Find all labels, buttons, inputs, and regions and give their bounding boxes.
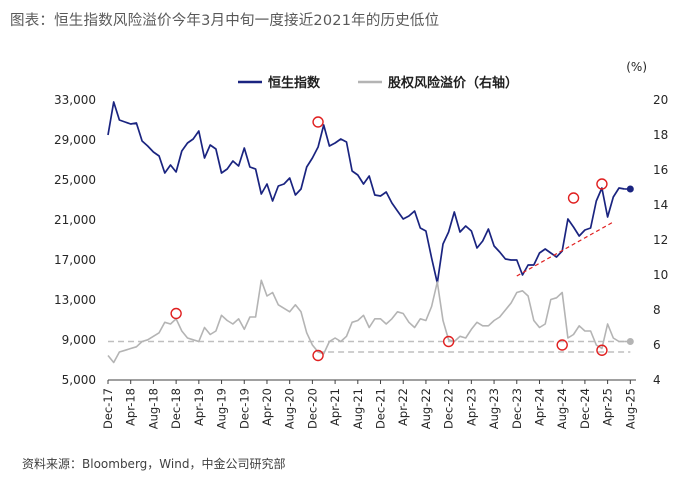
x-tick-label: Aug-21 xyxy=(351,388,365,429)
x-tick-label: Dec-22 xyxy=(442,388,456,429)
y-right-tick-label: 16 xyxy=(653,163,668,177)
hsi-index-end-marker xyxy=(626,185,634,193)
trend-line xyxy=(516,221,614,277)
x-tick-label: Dec-21 xyxy=(374,388,388,429)
highlight-circle xyxy=(596,344,608,356)
x-tick-label: Aug-20 xyxy=(283,388,297,429)
x-tick-label: Dec-20 xyxy=(305,388,319,429)
highlight-circle xyxy=(442,335,455,348)
x-tick-label: Apr-19 xyxy=(192,388,206,426)
highlight-circle xyxy=(567,192,580,204)
y-right-tick-label: 14 xyxy=(653,198,668,212)
x-tick-label: Apr-23 xyxy=(464,388,478,426)
y-right-tick-label: 18 xyxy=(653,128,668,142)
y-right-tick-label: 10 xyxy=(653,268,668,282)
x-tick-label: Aug-22 xyxy=(419,388,433,429)
highlight-circle xyxy=(596,178,608,190)
legend-label-hsi: 恒生指数 xyxy=(268,75,321,91)
y-right-tick-label: 4 xyxy=(653,373,661,387)
y-left-tick-label: 17,000 xyxy=(54,253,96,267)
hsi-index-line xyxy=(107,101,625,284)
y-left-tick-label: 5,000 xyxy=(62,373,96,387)
chart-title: 图表：恒生指数风险溢价今年3月中旬一度接近2021年的历史低位 xyxy=(10,13,440,29)
x-tick-label: Apr-25 xyxy=(601,388,615,426)
y-left-tick-label: 9,000 xyxy=(62,333,96,347)
source-note: 资料来源：Bloomberg，Wind，中金公司研究部 xyxy=(22,457,286,471)
x-tick-label: Aug-25 xyxy=(623,388,637,429)
y-left-tick-label: 29,000 xyxy=(54,133,96,147)
equity-risk-premium-line xyxy=(107,279,625,364)
x-tick-label: Aug-18 xyxy=(146,388,160,429)
x-tick-label: Apr-21 xyxy=(328,388,342,426)
y-left-tick-label: 21,000 xyxy=(54,213,96,227)
x-tick-label: Aug-24 xyxy=(555,388,569,429)
legend-label-erp: 股权风险溢价（右轴） xyxy=(388,75,518,91)
x-tick-label: Dec-18 xyxy=(169,388,183,429)
y-right-tick-label: 8 xyxy=(653,303,661,317)
x-tick-label: Dec-19 xyxy=(237,388,251,429)
x-tick-label: Apr-22 xyxy=(396,388,410,426)
x-tick-label: Dec-23 xyxy=(510,388,524,429)
x-tick-label: Apr-24 xyxy=(532,388,546,426)
y-right-tick-label: 6 xyxy=(653,338,661,352)
y-left-tick-label: 33,000 xyxy=(54,93,96,107)
x-tick-label: Apr-18 xyxy=(124,388,138,426)
y-left-tick-label: 25,000 xyxy=(54,173,96,187)
highlight-circle xyxy=(312,349,324,362)
y-right-tick-label: 12 xyxy=(653,233,668,247)
highlight-circle xyxy=(556,339,568,351)
x-tick-label: Dec-24 xyxy=(578,388,592,429)
highlight-circle xyxy=(312,116,324,128)
x-tick-label: Aug-23 xyxy=(487,388,501,429)
x-tick-label: Dec-17 xyxy=(101,388,115,429)
y-right-tick-label: 20 xyxy=(653,93,668,107)
y-left-tick-label: 13,000 xyxy=(54,293,96,307)
equity-risk-premium-end-marker xyxy=(626,338,634,345)
x-tick-label: Apr-20 xyxy=(260,388,274,426)
highlight-circle xyxy=(170,307,182,320)
x-tick-label: Aug-19 xyxy=(215,388,229,429)
y-right-unit-label: (%) xyxy=(626,60,647,74)
